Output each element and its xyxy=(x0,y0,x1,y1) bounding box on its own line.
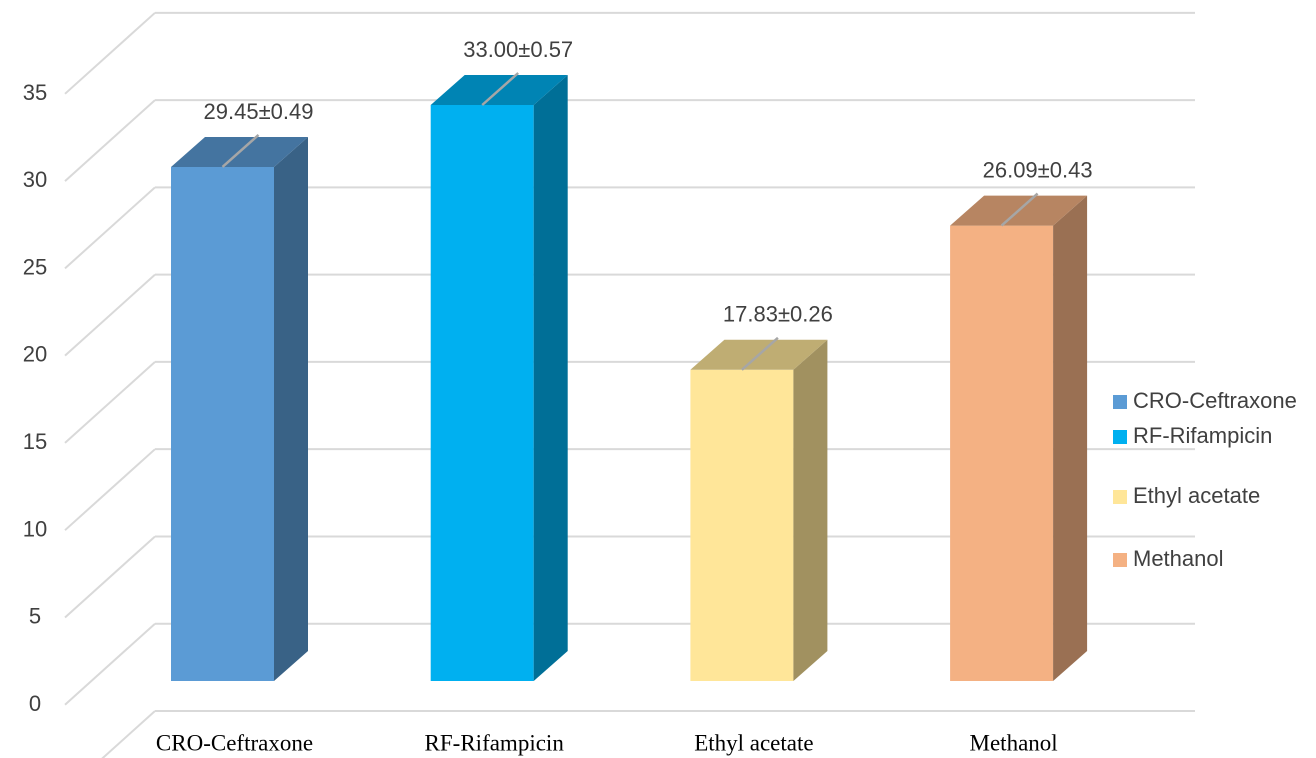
grid-line xyxy=(64,186,156,270)
y-tick-label: 15 xyxy=(23,429,47,454)
bar-side xyxy=(1053,195,1088,682)
y-tick-label: 10 xyxy=(23,516,47,541)
grid-line xyxy=(101,710,156,758)
error-bar xyxy=(481,72,520,106)
bar xyxy=(171,166,274,682)
grid-line xyxy=(64,361,156,444)
y-tick-label: 5 xyxy=(29,604,41,629)
legend-label: CRO-Ceftraxone xyxy=(1133,388,1297,413)
bar-side xyxy=(274,136,308,682)
x-tick-label: Methanol xyxy=(970,730,1058,755)
y-tick-label: 25 xyxy=(23,254,47,279)
grid-line xyxy=(64,448,156,531)
grid-line xyxy=(64,99,156,182)
legend-swatch xyxy=(1113,395,1127,409)
grid-line xyxy=(64,622,156,706)
bar xyxy=(430,105,534,681)
legend-label: Ethyl acetate xyxy=(1133,483,1260,508)
x-tick-label: RF-Rifampicin xyxy=(425,730,565,755)
y-tick-label: 0 xyxy=(29,691,41,716)
legend-swatch xyxy=(1113,430,1127,444)
legend-swatch xyxy=(1113,490,1127,504)
bar xyxy=(690,369,794,681)
bar-side xyxy=(533,75,568,681)
y-tick-label: 30 xyxy=(23,167,47,192)
bar-side xyxy=(793,339,828,681)
grid-line xyxy=(64,535,156,619)
error-bar xyxy=(741,336,779,371)
legend-swatch xyxy=(1113,553,1127,567)
grid-line xyxy=(64,12,156,95)
y-tick-label: 20 xyxy=(23,342,47,367)
error-bar xyxy=(221,134,260,168)
x-tick-label: Ethyl acetate xyxy=(694,730,813,755)
error-bar xyxy=(1000,192,1039,227)
legend-label: RF-Rifampicin xyxy=(1133,423,1272,448)
y-tick-label: 35 xyxy=(23,80,47,105)
grid-line xyxy=(64,273,156,357)
legend-label: Methanol xyxy=(1133,546,1224,571)
value-label: 17.83±0.26 xyxy=(723,302,833,327)
value-label: 29.45±0.49 xyxy=(204,99,314,124)
x-tick-label: CRO-Ceftraxone xyxy=(156,730,313,755)
value-label: 33.00±0.57 xyxy=(463,37,573,62)
value-label: 26.09±0.43 xyxy=(983,157,1093,182)
bar xyxy=(950,225,1054,682)
